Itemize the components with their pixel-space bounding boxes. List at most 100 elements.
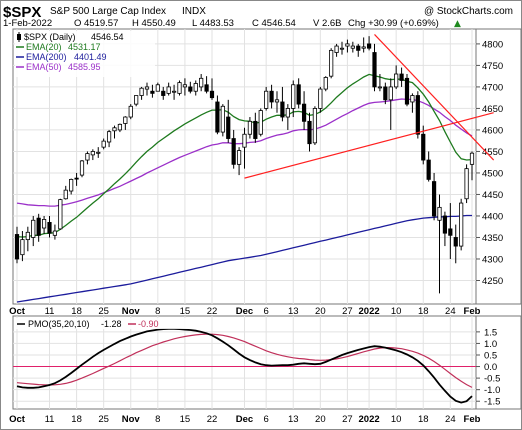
svg-text:4546.54: 4546.54 (91, 32, 124, 42)
candle (437, 194, 442, 294)
price-x-tick-label: 11 (45, 306, 55, 317)
price-x-tick-label: Oct (9, 306, 26, 317)
change-up-arrow: ▲ (454, 19, 461, 29)
svg-text:4531.17: 4531.17 (68, 42, 101, 52)
candle (63, 185, 68, 200)
candle-body-up (242, 133, 247, 148)
price-x-tick-label: Dec (236, 306, 253, 317)
change-label: Chg +30.99 (+0.69%) (348, 18, 439, 29)
candle (85, 151, 90, 165)
candle-body-up (144, 86, 150, 90)
candle-body-up (464, 168, 469, 200)
candle (79, 160, 85, 178)
price-y-tick-label: 4300 (482, 254, 503, 265)
pmo-axis-panel (475, 315, 522, 410)
candle (280, 86, 285, 122)
candle-body-down (366, 43, 372, 49)
candle (231, 129, 236, 169)
low-label: L 4483.53 (192, 18, 234, 29)
symbol-title: $SPX (3, 4, 41, 21)
volume-label: V 2.6B (313, 18, 342, 29)
pmo-x-tick-label: 15 (180, 414, 191, 425)
price-y-tick-label: 4750 (482, 61, 503, 72)
candle-body-down (14, 234, 20, 260)
candle (453, 224, 458, 264)
candle (350, 41, 355, 53)
candle-body-down (296, 84, 301, 105)
price-y-tick-label: 4400 (482, 211, 503, 222)
candle (339, 41, 345, 55)
candle-body-up (193, 83, 198, 92)
candle (388, 78, 393, 130)
candle-body-down (356, 45, 361, 51)
candle-body-up (361, 46, 366, 49)
price-y-tick-label: 4500 (482, 168, 503, 179)
candle-body-down (426, 159, 431, 180)
index-name: S&P 500 Large Cap Index (50, 6, 166, 17)
candle-body-up (90, 151, 95, 156)
candle (90, 149, 95, 161)
candle-body-down (280, 101, 285, 118)
candle-body-up (112, 127, 117, 132)
candle (123, 116, 128, 130)
pmo-x-tick-label: 6 (264, 414, 269, 425)
candle-body-up (117, 123, 123, 131)
candle-body-down (161, 90, 166, 96)
candle-body-down (431, 181, 437, 217)
price-x-tick-label: 6 (264, 306, 269, 317)
candle-body-down (36, 217, 41, 236)
candle-body-up (377, 86, 383, 89)
trendline (244, 112, 494, 179)
price-x-tick-label: 18 (71, 306, 82, 317)
candle (431, 172, 437, 221)
candle-body-up (394, 73, 399, 88)
candle (274, 91, 280, 113)
svg-text:4585.95: 4585.95 (68, 62, 101, 72)
price-y-tick-label: 4800 (482, 39, 503, 50)
candle-body-down (415, 95, 420, 135)
price-y-tick-label: 4650 (482, 104, 503, 115)
candle-body-up (69, 179, 74, 192)
pmo-x-tick-label: 18 (71, 414, 82, 425)
candle (345, 39, 350, 53)
pmo-x-tick-label: 18 (418, 414, 429, 425)
candle (117, 123, 123, 133)
candle-body-down (301, 103, 307, 122)
candle-body-down (215, 101, 220, 133)
candle-body-up (155, 84, 160, 92)
candle (334, 43, 339, 57)
candle (155, 82, 160, 92)
pmo-lines (16, 327, 473, 404)
candle (426, 151, 431, 182)
candle (199, 74, 204, 92)
price-x-tick-label: Feb (464, 306, 481, 317)
candle (193, 80, 198, 96)
price-x-tick-label: 25 (98, 306, 109, 317)
candle-body-up (25, 231, 30, 241)
candle (41, 215, 47, 235)
candle-body-up (106, 131, 112, 143)
candle (209, 78, 215, 100)
pmo-x-tick-label: Dec (236, 414, 253, 425)
candle (52, 224, 58, 240)
pmo-x-tick-label: 20 (315, 414, 326, 425)
candle (215, 95, 220, 135)
candle-body-up (318, 88, 323, 109)
candle-body-up (264, 90, 269, 109)
legend-item-ema50: EMA(50) 4585.95 (16, 62, 101, 72)
candle (318, 86, 323, 113)
price-y-ticks: 4250 4300 4350 4400 4450 4500 4550 4600 4650 4700… (476, 39, 503, 287)
candle-body-up (247, 120, 253, 135)
pmo-x-tick-label: Feb (464, 414, 481, 425)
open-label: O 4519.57 (74, 18, 118, 29)
candle (329, 48, 334, 79)
candle (161, 86, 166, 100)
candle-body-up (134, 95, 139, 105)
candle (226, 99, 231, 143)
candle (366, 36, 372, 51)
candle-body-down (231, 138, 236, 165)
candle (285, 104, 290, 130)
pmo-y-tick-label: -0.5 (484, 374, 500, 385)
candle (415, 91, 420, 139)
price-x-tick-label: 8 (155, 306, 160, 317)
